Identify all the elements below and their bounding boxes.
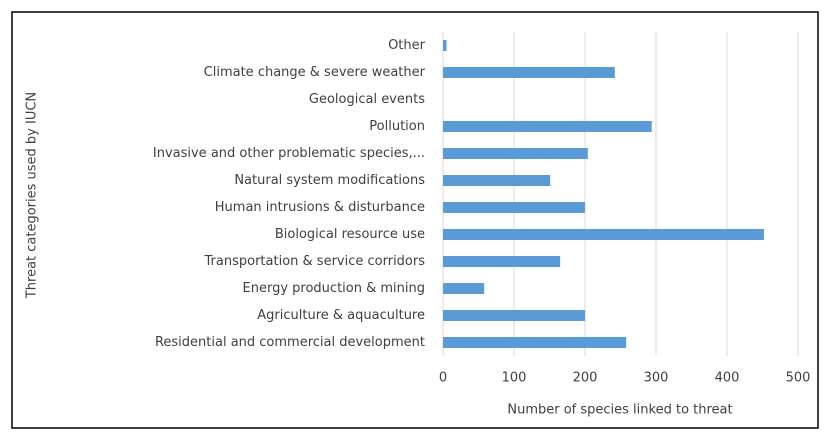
y-tick-label: Biological resource use <box>275 227 425 242</box>
x-tick-label: 400 <box>715 371 740 386</box>
x-tick-label: 300 <box>644 371 669 386</box>
bar <box>443 40 447 51</box>
bar <box>443 310 585 321</box>
x-tick-label: 0 <box>439 371 447 386</box>
x-tick-label: 500 <box>786 371 811 386</box>
bar <box>443 202 585 213</box>
bar <box>443 337 627 348</box>
x-tick-label: 100 <box>502 371 527 386</box>
bar <box>443 229 764 240</box>
x-axis-title: Number of species linked to threat <box>507 403 732 418</box>
y-tick-label: Natural system modifications <box>234 173 425 188</box>
x-tick-label: 200 <box>573 371 598 386</box>
y-tick-label: Geological events <box>309 92 425 107</box>
y-tick-label: Energy production & mining <box>243 281 425 296</box>
y-tick-label: Human intrusions & disturbance <box>215 200 425 215</box>
chart-border <box>11 11 819 429</box>
y-tick-label: Pollution <box>369 119 425 134</box>
y-tick-label: Other <box>388 38 426 53</box>
bar <box>443 283 485 294</box>
bar <box>443 256 561 267</box>
bar <box>443 67 615 78</box>
y-tick-label: Agriculture & aquaculture <box>257 308 425 323</box>
y-tick-label: Transportation & service corridors <box>204 254 426 269</box>
bar <box>443 121 652 132</box>
y-tick-label: Residential and commercial development <box>155 335 425 350</box>
y-axis-title: Threat categories used by IUCN <box>25 92 40 299</box>
y-tick-label: Invasive and other problematic species,.… <box>153 146 425 161</box>
bar <box>443 148 588 159</box>
bar <box>443 175 551 186</box>
y-tick-label: Climate change & severe weather <box>204 65 426 80</box>
